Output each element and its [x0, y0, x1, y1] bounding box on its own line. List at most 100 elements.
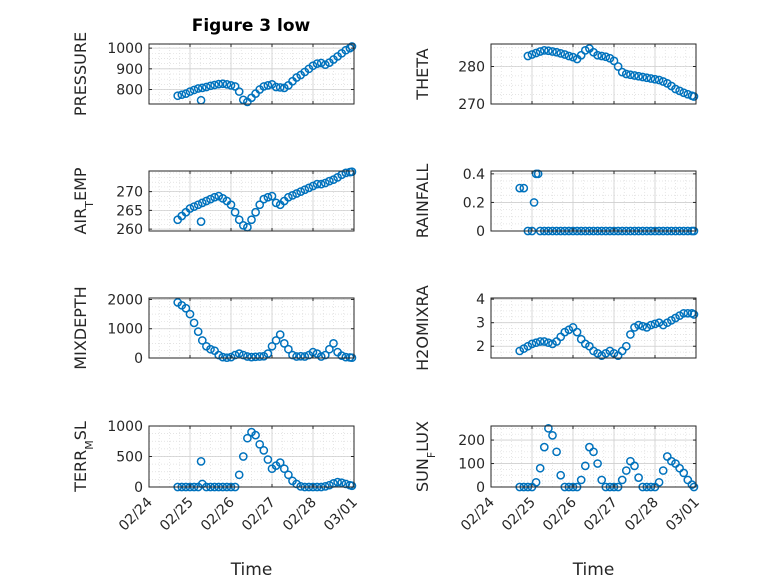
- x-tick-label: 02/28: [280, 495, 320, 535]
- data-point: [173, 91, 183, 101]
- data-point: [654, 477, 664, 487]
- data-point: [576, 475, 586, 485]
- data-point: [320, 350, 330, 360]
- y-tick-label: 3: [476, 316, 485, 332]
- data-point: [185, 309, 195, 319]
- data-point: [523, 51, 533, 61]
- data-point: [572, 327, 582, 337]
- y-tick-label: 0.4: [463, 167, 485, 183]
- x-tick-label: 02/28: [622, 495, 662, 535]
- data-point: [347, 481, 357, 491]
- data-point: [325, 176, 334, 186]
- data-point: [267, 341, 277, 351]
- data-point: [679, 468, 689, 478]
- y-axis-label: PRESSURE: [71, 32, 90, 116]
- data-point: [296, 482, 306, 491]
- data-point: [552, 47, 561, 57]
- data-point: [333, 477, 342, 487]
- data-point: [206, 81, 215, 91]
- data-point: [312, 179, 322, 189]
- data-point: [271, 198, 281, 208]
- x-tick-label: 02/25: [499, 495, 539, 535]
- data-point: [206, 344, 215, 354]
- data-point: [226, 81, 236, 90]
- data-point: [263, 81, 273, 90]
- y-tick-label: 260: [116, 222, 143, 238]
- data-point: [638, 321, 648, 331]
- y-axis-label: THETA: [413, 48, 432, 100]
- data-point: [544, 423, 553, 433]
- data-point: [234, 87, 244, 96]
- y-axis-label: H2OMIXRA: [413, 285, 432, 371]
- axes-box: [490, 425, 697, 488]
- data-point: [544, 46, 553, 56]
- data-point: [288, 191, 297, 200]
- data-point: [626, 330, 635, 339]
- data-point: [531, 477, 541, 487]
- x-tick-label: 02/26: [540, 494, 580, 534]
- data-point: [304, 183, 314, 193]
- x-axis-label: Time: [230, 560, 273, 580]
- data-point: [271, 336, 281, 345]
- data-point: [247, 215, 256, 225]
- data-point: [238, 452, 248, 461]
- data-point: [671, 84, 680, 94]
- data-point: [284, 344, 293, 354]
- data-point: [263, 349, 273, 358]
- data-point: [634, 473, 643, 482]
- data-point: [589, 447, 598, 457]
- data-point: [196, 217, 206, 226]
- y-tick-label: 100: [458, 457, 485, 473]
- data-point: [337, 478, 347, 488]
- x-tick-label: 02/24: [116, 494, 156, 534]
- data-point: [185, 204, 195, 213]
- data-point: [243, 352, 252, 361]
- axes-box: [148, 43, 355, 105]
- y-axis-label: SUNFLUX: [413, 421, 438, 492]
- data-point: [259, 194, 269, 204]
- subplot-4: 0 0.2 0.4 RAINFALL: [413, 164, 699, 240]
- data-point: [630, 461, 639, 471]
- data-point: [556, 49, 566, 58]
- data-point: [515, 183, 525, 193]
- data-point: [259, 82, 269, 91]
- data-point: [527, 50, 537, 59]
- data-point: [202, 196, 211, 206]
- data-point: [234, 349, 244, 358]
- data-point: [621, 69, 631, 79]
- data-point: [337, 351, 347, 361]
- data-point: [535, 463, 545, 473]
- x-tick-label: 02/26: [198, 494, 238, 534]
- data-point: [284, 470, 293, 480]
- data-point: [292, 352, 301, 361]
- data-point: [527, 339, 537, 349]
- data-point: [630, 71, 639, 80]
- y-axis-label: MIXDEPTH: [71, 286, 90, 369]
- data-point: [284, 192, 293, 202]
- data-point: [325, 344, 334, 354]
- data-point: [316, 179, 326, 189]
- subplot-3: 260 265 270 AIRTEMP: [71, 167, 357, 238]
- axes-box: [490, 297, 697, 359]
- data-point: [279, 339, 289, 348]
- subplot-5: 0 1000 2000 MIXDEPTH: [71, 286, 357, 370]
- y-tick-label: 0: [476, 480, 485, 496]
- data-point: [597, 51, 607, 61]
- data-point: [193, 200, 203, 210]
- data-point: [316, 58, 326, 68]
- data-point: [263, 455, 273, 464]
- data-point: [609, 56, 619, 66]
- y-tick-label: 1000: [107, 419, 143, 435]
- data-point: [638, 72, 648, 82]
- data-point: [238, 95, 248, 105]
- subplot-8: 0 100 200 SUNFLUX 02/24 02/25 02/26 02/27 02/28 0…: [413, 421, 703, 580]
- data-point: [320, 178, 330, 188]
- data-point: [626, 70, 635, 80]
- y-tick-label: 0: [134, 480, 143, 496]
- data-point: [255, 439, 265, 449]
- data-point: [181, 89, 191, 99]
- data-point: [658, 466, 668, 475]
- data-point: [279, 464, 289, 474]
